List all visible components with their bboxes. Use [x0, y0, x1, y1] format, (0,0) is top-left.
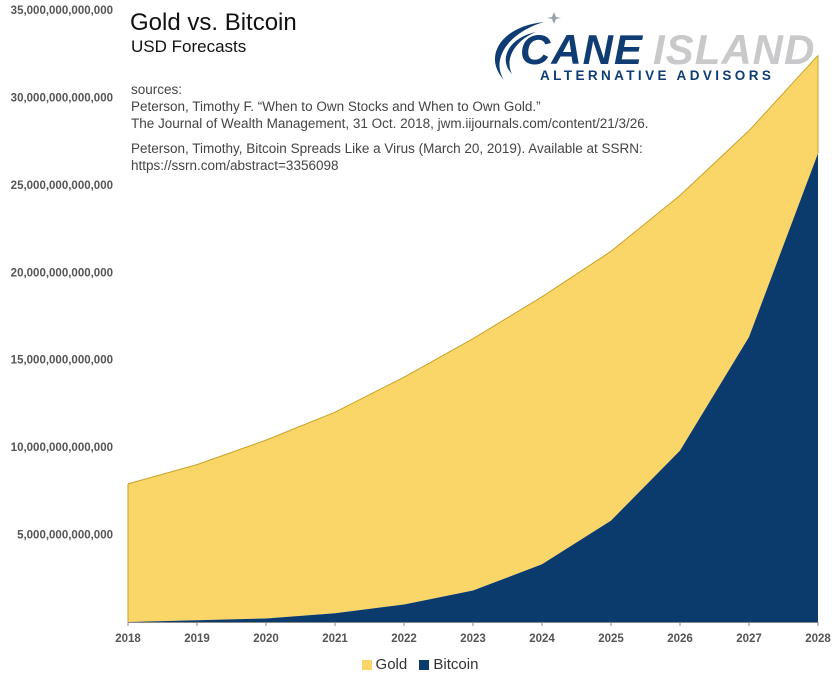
legend-label-gold: Gold — [375, 656, 408, 673]
x-tick-label: 2026 — [667, 633, 693, 645]
logo-word-island: ISLAND — [653, 26, 816, 73]
x-tick-label: 2022 — [391, 633, 417, 645]
y-tick-label: 5,000,000,000,000 — [17, 530, 113, 542]
legend-swatch-bitcoin — [419, 659, 430, 670]
x-tick-label: 2027 — [736, 633, 762, 645]
chart-subtitle: USD Forecasts — [131, 37, 247, 56]
legend-item-gold: Gold — [361, 656, 408, 673]
x-tick-label: 2020 — [253, 633, 279, 645]
logo-wordmark: CANE ISLAND — [520, 26, 815, 74]
chart-legend: Gold Bitcoin — [0, 656, 840, 674]
x-tick-label: 2021 — [322, 633, 348, 645]
y-tick-label: 10,000,000,000,000 — [11, 442, 113, 454]
y-tick-label: 30,000,000,000,000 — [11, 92, 113, 104]
cane-island-logo: CANE ISLAND ALTERNATIVE ADVISORS — [482, 8, 814, 88]
source-1-line-1: Peterson, Timothy F. “When to Own Stocks… — [131, 99, 541, 114]
x-tick-label: 2025 — [598, 633, 624, 645]
y-tick-label: 25,000,000,000,000 — [11, 180, 113, 192]
x-tick-label: 2023 — [460, 633, 486, 645]
y-tick-label: 35,000,000,000,000 — [11, 5, 113, 17]
source-1-line-2: The Journal of Wealth Management, 31 Oct… — [131, 116, 649, 131]
logo-tagline: ALTERNATIVE ADVISORS — [540, 68, 775, 83]
source-2-line-2: https://ssrn.com/abstract=3356098 — [131, 158, 339, 173]
chart-title: Gold vs. Bitcoin — [130, 9, 297, 36]
y-tick-label: 20,000,000,000,000 — [11, 267, 113, 279]
y-tick-label: 15,000,000,000,000 — [11, 355, 113, 367]
x-tick-label: 2019 — [184, 633, 210, 645]
logo-word-cane: CANE — [520, 26, 644, 73]
x-tick-label: 2018 — [115, 633, 141, 645]
x-tick-label: 2024 — [529, 633, 555, 645]
x-tick-label: 2028 — [805, 633, 831, 645]
gold-area-edge — [127, 55, 819, 485]
sources-heading: sources: — [131, 82, 183, 97]
legend-label-bitcoin: Bitcoin — [433, 656, 479, 673]
logo-swoosh-icon — [494, 12, 561, 80]
bitcoin-area — [128, 153, 818, 622]
sources-block: sources: Peterson, Timothy F. “When to O… — [131, 81, 649, 174]
source-2-line-1: Peterson, Timothy, Bitcoin Spreads Like … — [131, 141, 643, 156]
legend-item-bitcoin: Bitcoin — [419, 656, 478, 673]
legend-swatch-gold — [361, 659, 372, 670]
star-icon — [547, 12, 561, 24]
